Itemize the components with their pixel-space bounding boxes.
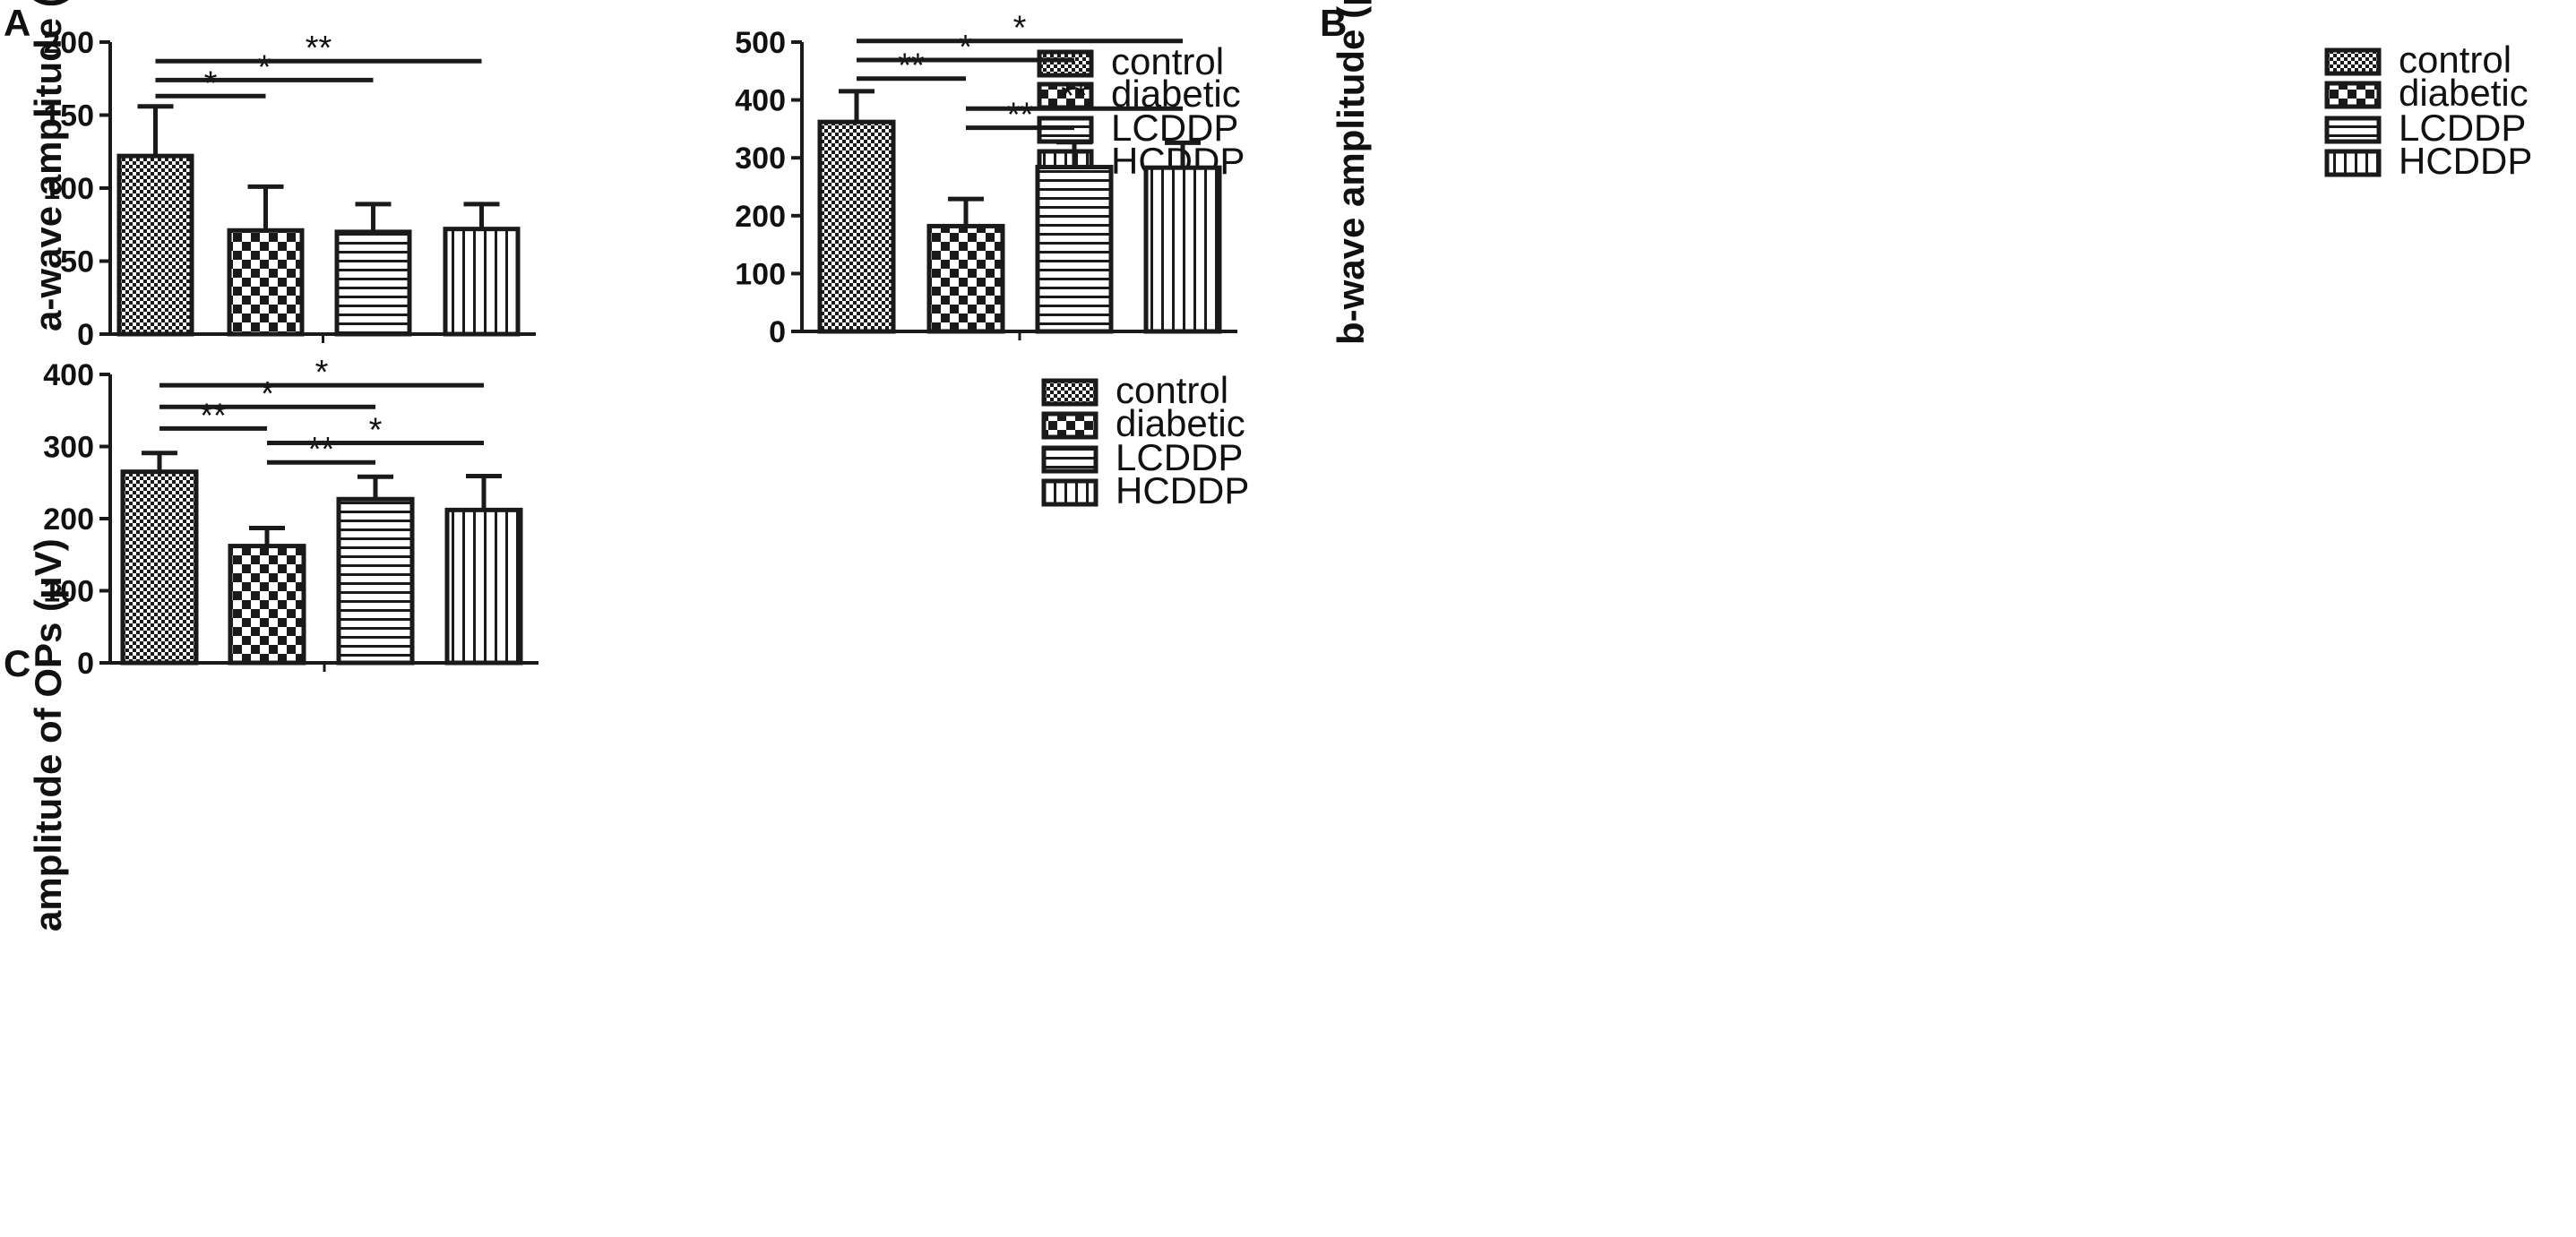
y-tick-label: 100 bbox=[43, 172, 94, 206]
legend-swatch-control bbox=[2324, 47, 2382, 76]
bar-HCDDP bbox=[443, 227, 521, 337]
bar-control bbox=[120, 469, 199, 666]
legend-swatch-diabetic bbox=[2324, 81, 2382, 109]
significance-label: * bbox=[959, 29, 972, 66]
significance-label: ** bbox=[1061, 77, 1088, 115]
legend-label: HCDDP bbox=[1116, 469, 1249, 511]
legend-label: HCDDP bbox=[2399, 140, 2532, 182]
legend-label: LCDDP bbox=[1116, 436, 1243, 478]
y-axis-title: b-wave amplitude (μV) bbox=[1330, 0, 1372, 345]
legend-label: diabetic bbox=[1116, 402, 1245, 444]
y-tick-label: 150 bbox=[43, 99, 94, 133]
legend-label: diabetic bbox=[2399, 72, 2529, 114]
bar-LCDDP bbox=[336, 496, 415, 666]
panel-letter: C bbox=[4, 642, 30, 684]
significance-label: * bbox=[315, 354, 329, 391]
legend-label: control bbox=[1111, 40, 1224, 82]
significance-label: * bbox=[204, 64, 218, 102]
bar-LCDDP bbox=[334, 229, 412, 337]
panel-b: B b-wave amplitude (μV) 0 100 200 300 400 500… bbox=[735, 0, 2532, 349]
significance-label: ** bbox=[308, 431, 335, 468]
legend-swatch-diabetic bbox=[1041, 411, 1098, 440]
legend-swatch-HCDDP bbox=[2324, 149, 2382, 177]
y-axis-title: a-wave amplitude (μV) bbox=[27, 0, 69, 331]
significance-label: ** bbox=[306, 30, 332, 67]
y-tick-label: 300 bbox=[43, 431, 94, 465]
bar-control bbox=[817, 119, 896, 334]
y-tick-label: 100 bbox=[735, 257, 786, 291]
legend-swatch-control bbox=[1041, 378, 1098, 407]
y-tick-label: 0 bbox=[77, 318, 94, 352]
legend-swatch-LCDDP bbox=[1041, 445, 1098, 474]
significance-label: * bbox=[258, 48, 271, 86]
bar-diabetic bbox=[227, 228, 305, 337]
bar-diabetic bbox=[228, 544, 306, 666]
bar-diabetic bbox=[926, 223, 1005, 334]
legend-swatch-LCDDP bbox=[2324, 116, 2382, 144]
y-tick-label: 500 bbox=[735, 26, 786, 60]
y-tick-label: 0 bbox=[769, 315, 786, 349]
y-tick-label: 200 bbox=[43, 26, 94, 60]
panel-letter: A bbox=[4, 2, 30, 44]
significance-label: ** bbox=[898, 47, 925, 85]
y-tick-label: 0 bbox=[77, 647, 94, 681]
significance-label: * bbox=[261, 375, 274, 413]
panel-c: C amplitude of OPs (μV) 0100200300400***… bbox=[4, 354, 1249, 932]
y-tick-label: 300 bbox=[735, 142, 786, 176]
y-tick-label: 100 bbox=[43, 575, 94, 609]
y-tick-label: 400 bbox=[735, 84, 786, 118]
y-tick-label: 50 bbox=[60, 245, 94, 279]
legend-swatch-control bbox=[1037, 49, 1094, 78]
bar-HCDDP bbox=[1143, 165, 1222, 334]
y-axis-title: amplitude of OPs (μV) bbox=[27, 538, 69, 932]
significance-label: * bbox=[369, 411, 383, 449]
legend-label: control bbox=[2399, 39, 2511, 81]
panel-letter: B bbox=[1320, 2, 1347, 44]
significance-label: * bbox=[1013, 10, 1027, 47]
significance-label: ** bbox=[200, 397, 227, 434]
legend-label: LCDDP bbox=[2399, 107, 2526, 149]
significance-label: ** bbox=[1007, 97, 1034, 134]
y-tick-label: 200 bbox=[735, 200, 786, 234]
y-tick-label: 200 bbox=[43, 503, 94, 537]
bar-HCDDP bbox=[444, 507, 523, 666]
y-tick-label: 400 bbox=[43, 358, 94, 392]
bar-LCDDP bbox=[1035, 165, 1114, 334]
legend-swatch-HCDDP bbox=[1041, 478, 1098, 507]
legend-label: control bbox=[1116, 369, 1228, 411]
bar-control bbox=[116, 153, 194, 337]
